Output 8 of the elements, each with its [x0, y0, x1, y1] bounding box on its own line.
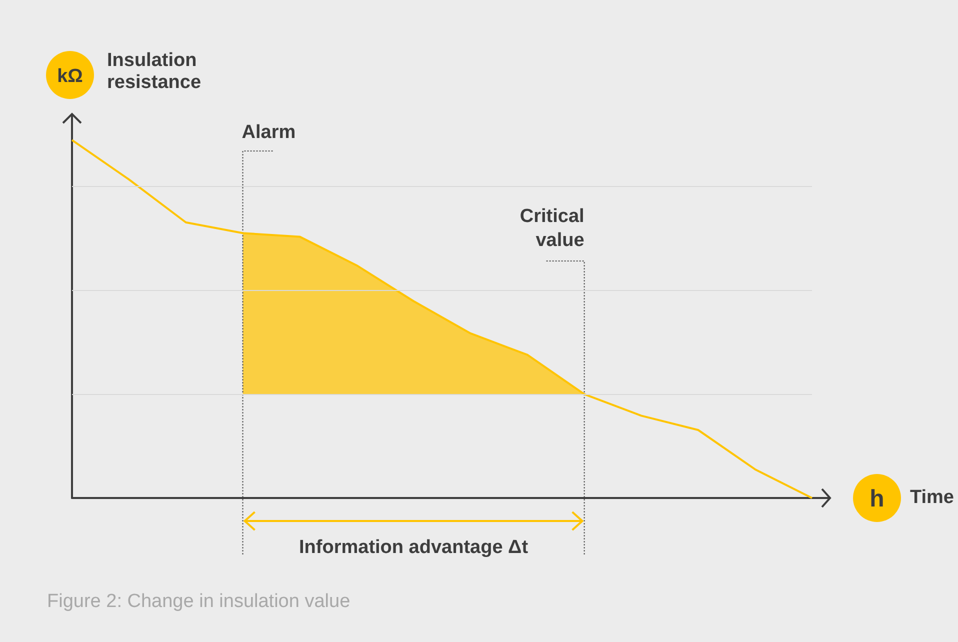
caption: Figure 2: Change in insulation value	[47, 591, 350, 613]
y-axis-title: Insulation resistance	[107, 50, 202, 94]
unit-badge: h	[853, 474, 901, 522]
annotation: Critical value	[518, 205, 584, 253]
text: Time	[910, 487, 954, 509]
unit-badge: kΩ	[46, 51, 94, 99]
annotation: Alarm	[242, 122, 296, 144]
text: Information advantage Δt	[298, 537, 530, 559]
